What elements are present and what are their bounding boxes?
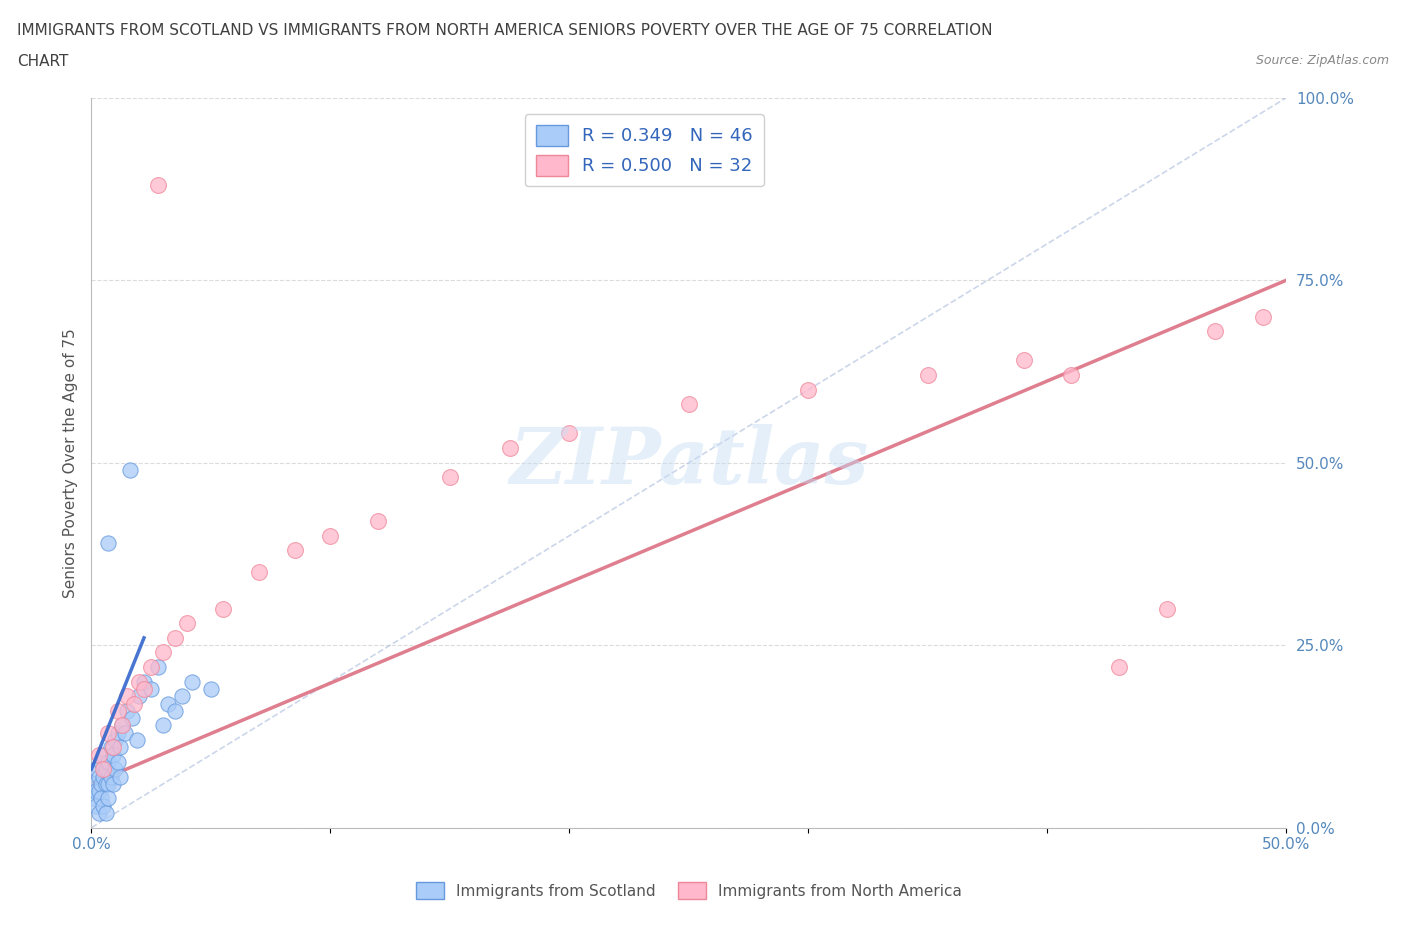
Point xyxy=(93,748,114,763)
Text: Source: ZipAtlas.com: Source: ZipAtlas.com xyxy=(1256,54,1389,67)
Point xyxy=(132,682,155,697)
Point xyxy=(87,784,110,799)
Point xyxy=(111,718,134,733)
Point xyxy=(124,697,146,711)
Point xyxy=(90,754,112,769)
Point xyxy=(439,470,461,485)
Point xyxy=(97,791,120,806)
Point xyxy=(128,689,150,704)
Point xyxy=(172,689,194,704)
Point xyxy=(558,426,581,441)
Point xyxy=(94,762,117,777)
Point xyxy=(107,703,129,718)
Point xyxy=(678,397,700,412)
Point xyxy=(367,513,389,528)
Text: IMMIGRANTS FROM SCOTLAND VS IMMIGRANTS FROM NORTH AMERICA SENIORS POVERTY OVER T: IMMIGRANTS FROM SCOTLAND VS IMMIGRANTS F… xyxy=(17,23,993,38)
Point xyxy=(101,748,124,763)
Point xyxy=(90,791,112,806)
Point xyxy=(87,805,110,820)
Point xyxy=(104,733,127,748)
Point xyxy=(121,711,143,725)
Text: CHART: CHART xyxy=(17,54,69,69)
Text: ZIPatlas: ZIPatlas xyxy=(509,424,869,501)
Point xyxy=(83,777,105,791)
Point xyxy=(107,725,129,740)
Point xyxy=(94,805,117,820)
Point xyxy=(111,718,134,733)
Point xyxy=(97,777,120,791)
Point xyxy=(176,616,198,631)
Point xyxy=(83,791,105,806)
Point xyxy=(84,798,107,813)
Point xyxy=(152,718,174,733)
Point xyxy=(1204,324,1226,339)
Point xyxy=(1012,353,1035,368)
Point xyxy=(108,740,131,755)
Point xyxy=(1108,659,1130,674)
Point xyxy=(93,798,114,813)
Point xyxy=(1156,602,1178,617)
Point xyxy=(101,777,124,791)
Point xyxy=(148,659,170,674)
Point xyxy=(94,777,117,791)
Point xyxy=(107,754,129,769)
Point xyxy=(97,754,120,769)
Point xyxy=(97,536,120,551)
Point xyxy=(84,762,107,777)
Point xyxy=(115,703,138,718)
Point xyxy=(1060,367,1083,382)
Point xyxy=(118,462,141,477)
Point xyxy=(247,565,270,579)
Point xyxy=(498,441,520,456)
Point xyxy=(100,740,122,755)
Point xyxy=(104,762,127,777)
Point xyxy=(87,769,110,784)
Point xyxy=(152,645,174,660)
Point xyxy=(148,178,170,193)
Point xyxy=(319,528,342,543)
Point xyxy=(797,382,820,397)
Point xyxy=(180,674,202,689)
Point xyxy=(284,543,307,558)
Point xyxy=(101,740,124,755)
Point xyxy=(84,784,107,799)
Point xyxy=(125,733,148,748)
Point xyxy=(200,682,222,697)
Y-axis label: Seniors Poverty Over the Age of 75: Seniors Poverty Over the Age of 75 xyxy=(62,327,77,598)
Point xyxy=(100,769,122,784)
Point xyxy=(93,762,114,777)
Point xyxy=(128,674,150,689)
Point xyxy=(163,703,186,718)
Legend: Immigrants from Scotland, Immigrants from North America: Immigrants from Scotland, Immigrants fro… xyxy=(411,875,967,906)
Point xyxy=(132,674,155,689)
Point xyxy=(141,659,162,674)
Point xyxy=(163,631,186,645)
Point xyxy=(87,748,110,763)
Point xyxy=(93,769,114,784)
Point xyxy=(114,725,136,740)
Point xyxy=(917,367,939,382)
Point xyxy=(1251,310,1274,325)
Point xyxy=(156,697,179,711)
Point xyxy=(211,602,233,617)
Point xyxy=(141,682,162,697)
Point xyxy=(115,689,138,704)
Point xyxy=(97,725,120,740)
Point xyxy=(108,769,131,784)
Point xyxy=(90,777,112,791)
